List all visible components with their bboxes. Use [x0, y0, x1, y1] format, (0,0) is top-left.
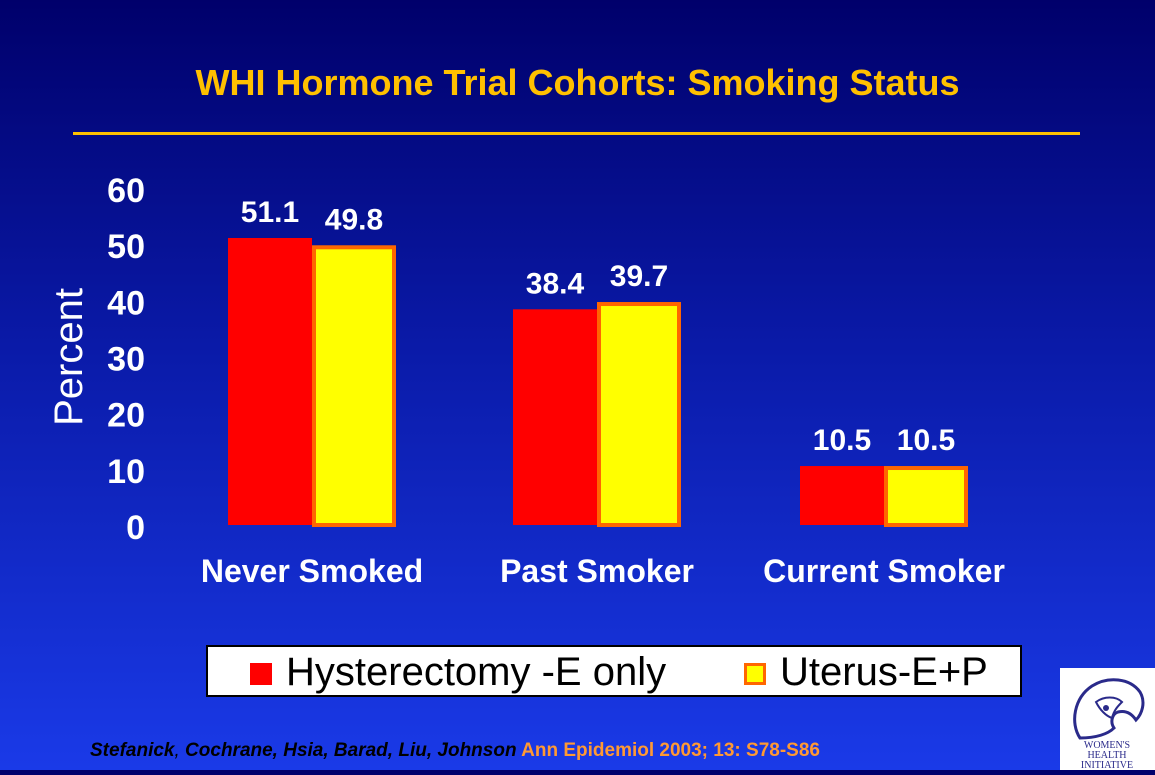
- y-tick-label: 10: [107, 453, 145, 491]
- x-category-label: Past Smoker: [500, 553, 694, 589]
- bar-chart: 0 10 20 30 40 50 60 Percent 51.1 49.8 38.4 39.7 10.…: [47, 172, 1005, 589]
- svg-text:HEALTH: HEALTH: [1087, 750, 1126, 761]
- svg-text:WOMEN'S: WOMEN'S: [1084, 740, 1130, 751]
- bar-uterus-0: [312, 245, 396, 527]
- y-tick-label: 0: [126, 509, 145, 547]
- citation: Stefanick, Cochrane, Hsia, Barad, Liu, J…: [90, 740, 820, 762]
- x-category-label: Never Smoked: [201, 553, 423, 589]
- legend-swatch-uterus: [744, 663, 766, 685]
- y-tick-label: 50: [107, 228, 145, 266]
- data-label: 38.4: [526, 267, 585, 300]
- svg-text:INITIATIVE: INITIATIVE: [1081, 760, 1133, 770]
- data-label: 49.8: [325, 203, 383, 236]
- title-underline: [73, 132, 1080, 135]
- citation-author-1: Stefanick: [90, 740, 175, 761]
- data-label: 51.1: [241, 196, 299, 229]
- bar-hysterectomy-1: [513, 309, 597, 525]
- citation-journal: Ann Epidemiol 2003; 13: S78-S86: [516, 740, 820, 761]
- citation-authors: Cochrane, Hsia, Barad, Liu, Johnson: [185, 740, 517, 761]
- chart-title: WHI Hormone Trial Cohorts: Smoking Statu…: [195, 62, 960, 103]
- bar-hysterectomy-0: [228, 237, 312, 525]
- legend-label-uterus: Uterus-E+P: [780, 650, 988, 694]
- data-label: 39.7: [610, 260, 668, 293]
- data-label: 10.5: [897, 424, 955, 457]
- legend: Hysterectomy -E only Uterus-E+P: [206, 645, 1022, 697]
- citation-separator: ,: [174, 740, 186, 761]
- bar-uterus-1: [597, 302, 681, 528]
- x-axis: Never Smoked Past Smoker Current Smoker: [201, 553, 1005, 589]
- y-tick-label: 20: [107, 397, 145, 435]
- bars: [228, 237, 968, 528]
- legend-label-hysterectomy: Hysterectomy -E only: [286, 650, 667, 694]
- bar-hysterectomy-2: [800, 466, 884, 525]
- y-tick-label: 60: [107, 172, 145, 210]
- data-label: 10.5: [813, 424, 871, 457]
- bar-labels: 51.1 49.8 38.4 39.7 10.5 10.5: [241, 196, 955, 457]
- y-axis-label: Percent: [47, 288, 91, 426]
- legend-swatch-hysterectomy: [250, 663, 272, 685]
- womens-health-initiative-logo: WOMEN'S HEALTH INITIATIVE: [1060, 668, 1155, 771]
- y-tick-label: 40: [107, 284, 145, 322]
- y-tick-label: 30: [107, 341, 145, 379]
- x-category-label: Current Smoker: [763, 553, 1005, 589]
- bar-uterus-2: [884, 466, 968, 527]
- y-axis: 0 10 20 30 40 50 60 Percent: [47, 172, 145, 547]
